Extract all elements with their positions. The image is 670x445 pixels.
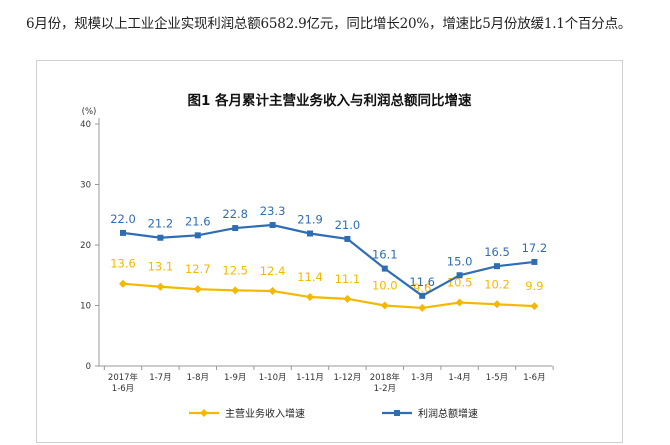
- x-tick-label: 1-7月: [149, 373, 171, 383]
- data-label: 23.3: [260, 204, 286, 218]
- legend-label: 主营业务收入增速: [225, 407, 305, 420]
- data-label: 16.1: [372, 248, 398, 262]
- data-label: 11.4: [297, 270, 323, 284]
- data-point: [493, 300, 501, 309]
- data-label: 10.0: [372, 279, 398, 293]
- x-tick-label: 1-5月: [486, 373, 508, 383]
- data-point: [232, 225, 239, 232]
- data-label: 21.2: [148, 217, 174, 231]
- data-label: 21.9: [297, 213, 323, 227]
- x-tick-label: 1-6月: [523, 373, 545, 383]
- data-point: [494, 263, 500, 270]
- x-tick-label: 1-6月: [112, 384, 134, 394]
- y-tick-label: 20: [80, 241, 91, 251]
- x-tick-label: 1-8月: [187, 373, 209, 383]
- data-point: [194, 232, 201, 239]
- data-point: [381, 265, 388, 272]
- data-point: [231, 286, 240, 295]
- data-label: 15.0: [447, 254, 473, 268]
- data-point: [307, 230, 313, 237]
- data-point: [418, 303, 427, 312]
- data-point: [269, 222, 276, 229]
- data-label: 16.5: [484, 245, 510, 259]
- x-tick-label: 1-3月: [411, 373, 433, 383]
- data-label: 21.0: [335, 218, 361, 232]
- series-line: [122, 223, 535, 298]
- data-point: [157, 234, 164, 241]
- legend-label: 利润总额增速: [418, 407, 478, 420]
- data-point: [120, 229, 126, 236]
- data-label: 22.0: [110, 212, 136, 226]
- data-point: [455, 298, 464, 307]
- x-tick-label: 2017年: [108, 372, 139, 383]
- data-label: 11.6: [409, 275, 435, 289]
- data-label: 22.8: [222, 207, 248, 221]
- data-point: [156, 282, 165, 291]
- data-point: [344, 235, 351, 242]
- data-label: 13.1: [148, 260, 174, 274]
- data-label: 11.1: [335, 272, 361, 286]
- data-label: 10.2: [484, 277, 510, 291]
- x-tick-label: 1-11月: [296, 373, 324, 383]
- x-tick-label: 1-9月: [224, 373, 246, 383]
- data-point: [380, 301, 389, 310]
- legend-marker: [200, 409, 208, 417]
- data-point: [456, 272, 463, 279]
- data-point: [531, 258, 538, 265]
- data-point: [193, 285, 202, 294]
- data-point: [119, 279, 127, 288]
- data-point: [306, 293, 314, 302]
- data-point: [530, 302, 539, 311]
- y-tick-label: 40: [80, 120, 91, 130]
- data-label: 13.6: [110, 257, 136, 271]
- x-tick-label: 1-12月: [334, 373, 362, 383]
- y-tick-label: 30: [80, 181, 91, 191]
- data-point: [419, 292, 426, 299]
- x-tick-label: 2018年: [370, 372, 401, 383]
- x-tick-label: 1-2月: [374, 384, 396, 394]
- x-tick-label: 1-10月: [259, 373, 287, 383]
- y-tick-label: 10: [80, 302, 91, 312]
- legend-marker: [394, 410, 400, 416]
- data-label: 12.5: [222, 263, 248, 277]
- data-point: [343, 294, 352, 303]
- caption-text: 6月份，规模以上工业企业实现利润总额6582.9亿元，同比增长20%，增速比5月…: [26, 16, 632, 32]
- data-label: 12.7: [185, 262, 211, 276]
- data-label: 21.6: [185, 214, 211, 228]
- y-tick-label: 0: [86, 362, 91, 372]
- data-label: 17.2: [522, 241, 548, 255]
- x-tick-label: 1-4月: [448, 373, 470, 383]
- chart-title: 图1 各月累计主营业务收入与利润总额同比增速: [187, 93, 472, 109]
- data-point: [268, 286, 277, 295]
- y-axis-unit: (%): [82, 107, 97, 117]
- data-label: 9.9: [525, 279, 543, 293]
- series-line: [122, 282, 535, 310]
- data-label: 12.4: [260, 264, 286, 278]
- chart-frame: 图1 各月累计主营业务收入与利润总额同比增速 0 10 20 30 40 (%) 2017年…: [36, 60, 623, 443]
